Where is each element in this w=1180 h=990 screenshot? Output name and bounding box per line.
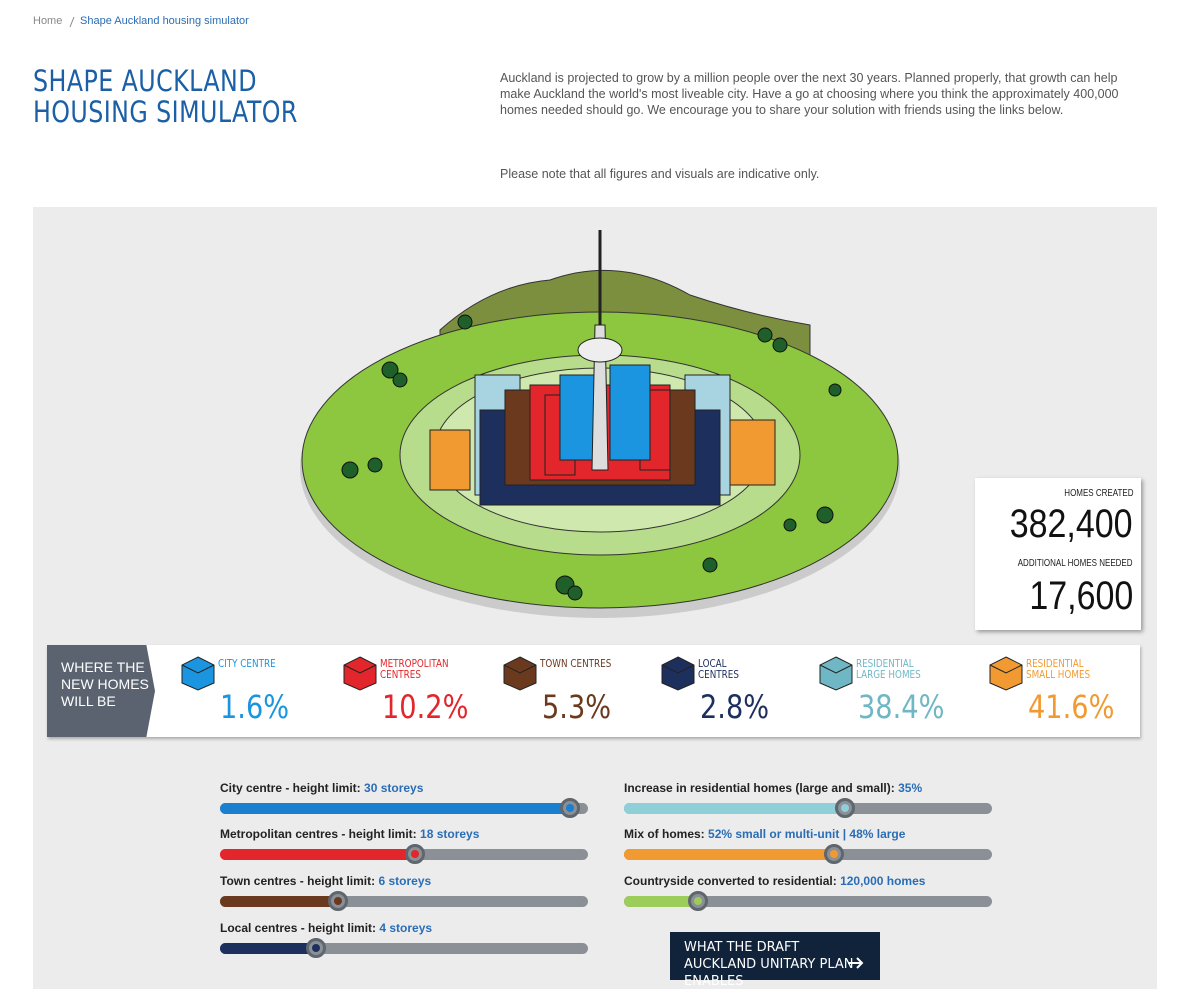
slider-label: Mix of homes: 52% small or multi-unit | … (624, 827, 905, 841)
slider-label-text: Town centres - height limit: (220, 874, 375, 888)
breadcrumb-separator (68, 16, 76, 28)
slider-track[interactable] (624, 849, 992, 860)
knob-dot (830, 850, 838, 858)
knob-dot (694, 897, 702, 905)
slider-track[interactable] (220, 849, 588, 860)
slider-label: Town centres - height limit: 6 storeys (220, 874, 431, 888)
knob-dot (411, 850, 419, 858)
legend-icon (988, 655, 1024, 691)
slider-track[interactable] (220, 803, 588, 814)
breadcrumb-current: Shape Auckland housing simulator (80, 15, 249, 27)
slider-fill (624, 896, 698, 907)
slider-label-text: City centre - height limit: (220, 781, 361, 795)
knob-dot (312, 944, 320, 952)
slider-knob[interactable] (824, 844, 844, 864)
knob-dot (334, 897, 342, 905)
arrow-icon (848, 957, 864, 969)
breadcrumb-home[interactable]: Home (33, 15, 62, 27)
slider-knob[interactable] (688, 891, 708, 911)
slider-value: 6 storeys (378, 874, 431, 888)
slider-value: 4 storeys (379, 921, 432, 935)
slider-fill (624, 803, 845, 814)
slider-label: City centre - height limit: 30 storeys (220, 781, 423, 795)
legend-name: LOCAL CENTRES (698, 658, 770, 680)
legend-share: 5.3% (542, 688, 611, 726)
slider-value: 52% small or multi-unit | 48% large (708, 827, 905, 841)
legend-name: RESIDENTIAL SMALL HOMES (1026, 658, 1098, 680)
slider-fill (220, 849, 415, 860)
slider-label: Countryside converted to residential: 12… (624, 874, 925, 888)
slider-track[interactable] (624, 803, 992, 814)
slider-fill (220, 896, 338, 907)
legend-share: 1.6% (220, 688, 289, 726)
slider-fill (220, 803, 570, 814)
slider-value: 30 storeys (364, 781, 423, 795)
legend-name: CITY CENTRE (218, 658, 290, 669)
slider-fill (220, 943, 316, 954)
unitary-plan-button[interactable]: WHAT THE DRAFT AUCKLAND UNITARY PLAN ENA… (670, 932, 880, 980)
slider-track[interactable] (220, 943, 588, 954)
legend-share: 41.6% (1028, 688, 1114, 726)
legend-share: 10.2% (382, 688, 468, 726)
legend-name: TOWN CENTRES (540, 658, 612, 669)
legend-name: RESIDENTIAL LARGE HOMES (856, 658, 928, 680)
homes-created-value: 382,400 (1010, 502, 1133, 547)
legend-icon (342, 655, 378, 691)
city-illustration (290, 225, 910, 625)
knob-dot (566, 804, 574, 812)
slider-knob[interactable] (835, 798, 855, 818)
slider-label: Increase in residential homes (large and… (624, 781, 922, 795)
legend-title: WHERE THE NEW HOMES WILL BE (47, 645, 155, 737)
slider-track[interactable] (220, 896, 588, 907)
slider-track[interactable] (624, 896, 992, 907)
slider-value: 120,000 homes (840, 874, 925, 888)
intro-note: Please note that all figures and visuals… (500, 166, 1140, 182)
slider-label: Metropolitan centres - height limit: 18 … (220, 827, 479, 841)
slider-value: 35% (898, 781, 922, 795)
slider-label-text: Increase in residential homes (large and… (624, 781, 895, 795)
slider-knob[interactable] (306, 938, 326, 958)
slider-knob[interactable] (560, 798, 580, 818)
slider-label: Local centres - height limit: 4 storeys (220, 921, 432, 935)
homes-needed-value: 17,600 (1029, 574, 1133, 619)
page-title: SHAPE AUCKLAND HOUSING SIMULATOR (33, 66, 377, 128)
slider-label-text: Local centres - height limit: (220, 921, 376, 935)
legend-share: 2.8% (700, 688, 769, 726)
slider-fill (624, 849, 834, 860)
slider-label-text: Countryside converted to residential: (624, 874, 837, 888)
knob-dot (841, 804, 849, 812)
homes-created-label: HOMES CREATED (1064, 488, 1133, 499)
legend-icon (502, 655, 538, 691)
page: Home Shape Auckland housing simulator SH… (0, 0, 1180, 989)
slider-knob[interactable] (405, 844, 425, 864)
button-text: WHAT THE DRAFT AUCKLAND UNITARY PLAN ENA… (684, 939, 859, 990)
legend-icon (180, 655, 216, 691)
legend-icon (818, 655, 854, 691)
slider-label-text: Metropolitan centres - height limit: (220, 827, 417, 841)
legend-share: 38.4% (858, 688, 944, 726)
homes-needed-label: ADDITIONAL HOMES NEEDED (1018, 558, 1133, 569)
homes-counter: HOMES CREATED 382,400 ADDITIONAL HOMES N… (975, 478, 1141, 630)
intro-text: Auckland is projected to grow by a milli… (500, 70, 1140, 118)
slider-value: 18 storeys (420, 827, 479, 841)
slider-knob[interactable] (328, 891, 348, 911)
legend-icon (660, 655, 696, 691)
legend-name: METROPOLITAN CENTRES (380, 658, 452, 680)
slider-label-text: Mix of homes: (624, 827, 705, 841)
